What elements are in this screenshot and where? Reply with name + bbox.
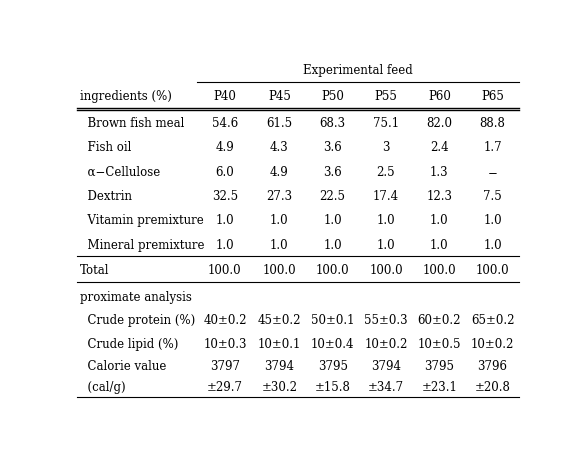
- Text: proximate analysis: proximate analysis: [80, 290, 192, 303]
- Text: 1.0: 1.0: [377, 214, 395, 227]
- Text: 1.7: 1.7: [483, 141, 502, 154]
- Text: 1.0: 1.0: [270, 214, 289, 227]
- Text: 10±0.1: 10±0.1: [258, 337, 301, 350]
- Text: Total: Total: [80, 263, 109, 276]
- Text: 4.9: 4.9: [270, 165, 289, 178]
- Text: 1.0: 1.0: [377, 238, 395, 251]
- Text: 61.5: 61.5: [266, 117, 293, 130]
- Text: Crude lipid (%): Crude lipid (%): [80, 337, 178, 350]
- Text: 82.0: 82.0: [426, 117, 452, 130]
- Text: 40±0.2: 40±0.2: [203, 313, 247, 326]
- Text: 17.4: 17.4: [373, 189, 399, 202]
- Text: 12.3: 12.3: [426, 189, 452, 202]
- Text: 100.0: 100.0: [316, 263, 349, 276]
- Text: Mineral premixture: Mineral premixture: [80, 238, 204, 251]
- Text: 1.0: 1.0: [430, 214, 448, 227]
- Text: 7.5: 7.5: [483, 189, 502, 202]
- Text: ±20.8: ±20.8: [475, 380, 511, 393]
- Text: P55: P55: [374, 89, 398, 102]
- Text: 1.0: 1.0: [324, 238, 342, 251]
- Text: 1.0: 1.0: [324, 214, 342, 227]
- Text: (cal/g): (cal/g): [80, 380, 125, 393]
- Text: ±23.1: ±23.1: [422, 380, 457, 393]
- Text: 100.0: 100.0: [369, 263, 403, 276]
- Text: 22.5: 22.5: [319, 189, 346, 202]
- Text: 3795: 3795: [318, 360, 347, 373]
- Text: P45: P45: [268, 89, 291, 102]
- Text: P50: P50: [321, 89, 344, 102]
- Text: 27.3: 27.3: [266, 189, 293, 202]
- Text: P40: P40: [213, 89, 236, 102]
- Text: Crude protein (%): Crude protein (%): [80, 313, 195, 326]
- Text: 6.0: 6.0: [216, 165, 234, 178]
- Text: 50±0.1: 50±0.1: [311, 313, 354, 326]
- Text: 4.3: 4.3: [270, 141, 289, 154]
- Text: 10±0.2: 10±0.2: [364, 337, 408, 350]
- Text: 3: 3: [382, 141, 390, 154]
- Text: 1.0: 1.0: [483, 238, 502, 251]
- Text: 3795: 3795: [424, 360, 454, 373]
- Text: 1.0: 1.0: [216, 238, 234, 251]
- Text: 88.8: 88.8: [480, 117, 505, 130]
- Text: 55±0.3: 55±0.3: [364, 313, 408, 326]
- Text: 10±0.4: 10±0.4: [311, 337, 354, 350]
- Text: ±15.8: ±15.8: [315, 380, 350, 393]
- Text: 65±0.2: 65±0.2: [471, 313, 514, 326]
- Text: 100.0: 100.0: [476, 263, 510, 276]
- Text: Brown fish meal: Brown fish meal: [80, 117, 184, 130]
- Text: 1.0: 1.0: [430, 238, 448, 251]
- Text: 4.9: 4.9: [216, 141, 234, 154]
- Text: 1.0: 1.0: [483, 214, 502, 227]
- Text: 32.5: 32.5: [212, 189, 238, 202]
- Text: ±30.2: ±30.2: [261, 380, 297, 393]
- Text: ingredients (%): ingredients (%): [80, 89, 171, 102]
- Text: 1.0: 1.0: [216, 214, 234, 227]
- Text: 100.0: 100.0: [423, 263, 456, 276]
- Text: 10±0.5: 10±0.5: [417, 337, 461, 350]
- Text: 3796: 3796: [477, 360, 508, 373]
- Text: 68.3: 68.3: [319, 117, 346, 130]
- Text: −: −: [488, 165, 497, 178]
- Text: 1.3: 1.3: [430, 165, 448, 178]
- Text: 60±0.2: 60±0.2: [417, 313, 461, 326]
- Text: P65: P65: [481, 89, 504, 102]
- Text: 2.4: 2.4: [430, 141, 448, 154]
- Text: 45±0.2: 45±0.2: [258, 313, 301, 326]
- Text: Dextrin: Dextrin: [80, 189, 132, 202]
- Text: α−Cellulose: α−Cellulose: [80, 165, 160, 178]
- Text: 3.6: 3.6: [324, 165, 342, 178]
- Text: ±34.7: ±34.7: [368, 380, 404, 393]
- Text: Calorie value: Calorie value: [80, 360, 166, 373]
- Text: Fish oil: Fish oil: [80, 141, 131, 154]
- Text: Vitamin premixture: Vitamin premixture: [80, 214, 203, 227]
- Text: 75.1: 75.1: [373, 117, 399, 130]
- Text: 3794: 3794: [264, 360, 294, 373]
- Text: 3797: 3797: [210, 360, 240, 373]
- Text: ±29.7: ±29.7: [207, 380, 243, 393]
- Text: 100.0: 100.0: [262, 263, 296, 276]
- Text: 10±0.2: 10±0.2: [471, 337, 514, 350]
- Text: P60: P60: [428, 89, 451, 102]
- Text: 54.6: 54.6: [212, 117, 238, 130]
- Text: 10±0.3: 10±0.3: [203, 337, 247, 350]
- Text: Experimental feed: Experimental feed: [303, 64, 413, 77]
- Text: 3794: 3794: [371, 360, 401, 373]
- Text: 1.0: 1.0: [270, 238, 289, 251]
- Text: 3.6: 3.6: [324, 141, 342, 154]
- Text: 100.0: 100.0: [208, 263, 242, 276]
- Text: 2.5: 2.5: [377, 165, 395, 178]
